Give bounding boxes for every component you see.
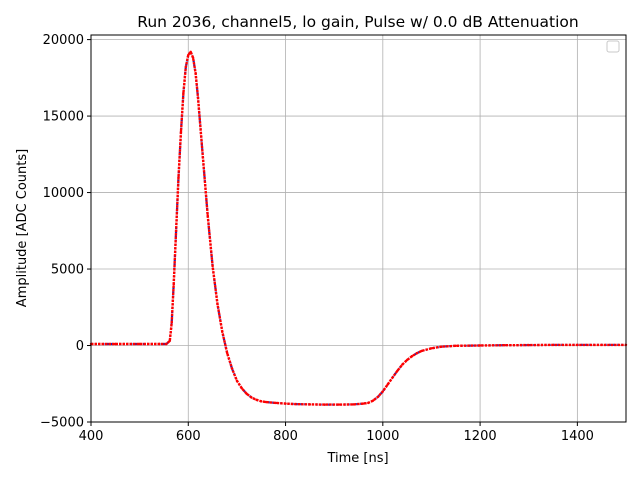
data-point: [600, 343, 603, 347]
data-point: [323, 403, 326, 406]
data-point: [396, 369, 399, 372]
data-point: [376, 395, 380, 398]
x-tick-label: 1400: [561, 429, 594, 444]
data-point: [226, 352, 229, 355]
data-point: [168, 339, 171, 343]
legend-box: [606, 40, 620, 53]
x-tick-label: 1200: [464, 429, 497, 444]
data-point: [165, 342, 168, 346]
data-point: [172, 283, 175, 286]
y-tick-label: 10000: [43, 186, 84, 201]
data-point: [187, 53, 190, 57]
data-point: [201, 156, 205, 159]
data-point: [230, 367, 234, 370]
data-point: [371, 399, 375, 402]
data-point: [503, 344, 506, 347]
data-point: [264, 400, 268, 404]
data-point: [240, 387, 243, 390]
y-tick-label: 5000: [51, 263, 84, 278]
data-point: [454, 344, 457, 347]
y-tick-label: 20000: [43, 33, 84, 48]
data-point: [194, 72, 197, 75]
data-point: [415, 352, 419, 355]
pulse-trace-overlap: [91, 50, 626, 406]
y-tick-label: −5000: [40, 416, 84, 431]
x-axis: 400 600 800 1000 1200 1400: [79, 422, 594, 444]
data-point: [391, 376, 394, 379]
data-point: [337, 403, 341, 406]
data-point: [114, 342, 117, 346]
y-axis: −5000 0 5000 10000 15000 20000: [40, 33, 91, 431]
data-point: [221, 330, 224, 333]
y-tick-label: 0: [76, 339, 84, 354]
data-point: [405, 358, 409, 362]
y-axis-label: Amplitude [ADC Counts]: [15, 149, 30, 307]
data-point: [216, 303, 219, 306]
data-point: [255, 398, 258, 401]
data-point: [170, 321, 173, 324]
data-point: [191, 56, 195, 60]
data-point: [184, 65, 187, 69]
data-point: [235, 379, 239, 382]
data-point: [182, 91, 185, 95]
data-point: [196, 96, 200, 99]
data-point: [527, 343, 530, 347]
y-tick-label: 15000: [43, 110, 84, 125]
x-tick-label: 800: [273, 429, 298, 444]
data-point: [211, 264, 214, 268]
data-point: [401, 363, 404, 366]
data-point: [308, 403, 312, 406]
grid-lines: [90, 35, 626, 423]
data-point: [189, 50, 192, 53]
data-point: [381, 390, 384, 393]
data-point: [294, 402, 297, 406]
data-point: [410, 355, 414, 358]
pulse-trace-line: [91, 50, 626, 406]
data-point: [177, 176, 180, 179]
x-axis-label: Time [ns]: [326, 451, 388, 466]
data-point: [206, 214, 209, 217]
data-point: [478, 344, 482, 347]
data-point: [352, 403, 355, 406]
x-tick-label: 1000: [366, 429, 399, 444]
data-point: [430, 347, 433, 350]
data-point: [551, 343, 555, 347]
pulse-trace: [89, 50, 628, 406]
plot-frame: [90, 34, 627, 423]
data-point: [362, 402, 365, 405]
data-point: [174, 229, 178, 232]
data-point: [138, 342, 141, 346]
data-point: [576, 343, 579, 347]
data-point: [367, 401, 370, 405]
data-point: [274, 401, 277, 405]
data-point: [179, 130, 183, 133]
data-point: [440, 345, 443, 348]
data-point: [245, 392, 248, 395]
data-point: [386, 383, 389, 386]
data-point: [157, 342, 161, 346]
data-point: [260, 400, 263, 403]
x-tick-label: 600: [176, 429, 201, 444]
data-point: [250, 396, 253, 399]
data-point: [284, 402, 287, 405]
x-tick-label: 400: [79, 429, 104, 444]
chart-title: Run 2036, channel5, lo gain, Pulse w/ 0.…: [137, 13, 578, 31]
data-point: [420, 349, 423, 353]
